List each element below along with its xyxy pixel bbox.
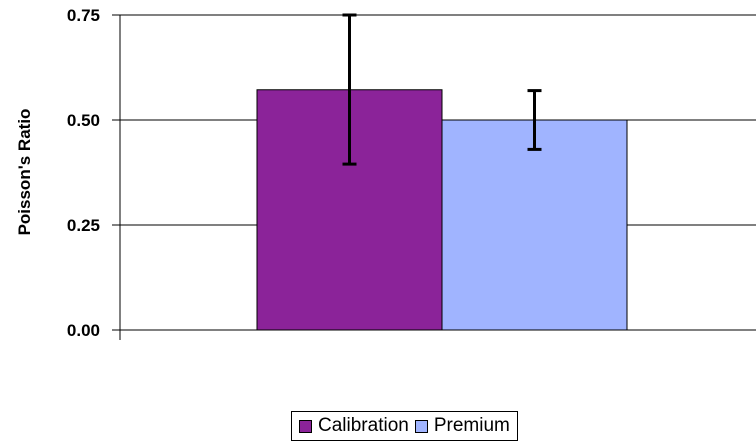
legend-swatch-calibration bbox=[299, 419, 312, 433]
legend-label-calibration: Calibration bbox=[318, 415, 409, 436]
y-axis-title: Poisson's Ratio bbox=[15, 109, 34, 236]
legend-label-premium: Premium bbox=[433, 415, 510, 436]
y-tick-label: 0.25 bbox=[67, 216, 100, 235]
y-axis: 0.00 0.25 0.50 0.75 Poisson's Ratio bbox=[15, 6, 121, 340]
bar-premium bbox=[441, 119, 628, 331]
legend-swatch-premium bbox=[414, 419, 428, 433]
y-tick-label: 0.00 bbox=[67, 321, 100, 340]
legend: Calibration Premium bbox=[291, 411, 518, 441]
y-tick-label: 0.50 bbox=[67, 111, 100, 130]
legend-entry-premium: Premium bbox=[414, 415, 510, 437]
bars bbox=[256, 89, 628, 331]
error-bars bbox=[342, 13, 542, 166]
legend-entry-calibration: Calibration bbox=[299, 415, 409, 437]
error-bar-premium bbox=[527, 89, 542, 151]
error-bar-calibration bbox=[342, 13, 357, 166]
y-tick-label: 0.75 bbox=[67, 6, 100, 25]
